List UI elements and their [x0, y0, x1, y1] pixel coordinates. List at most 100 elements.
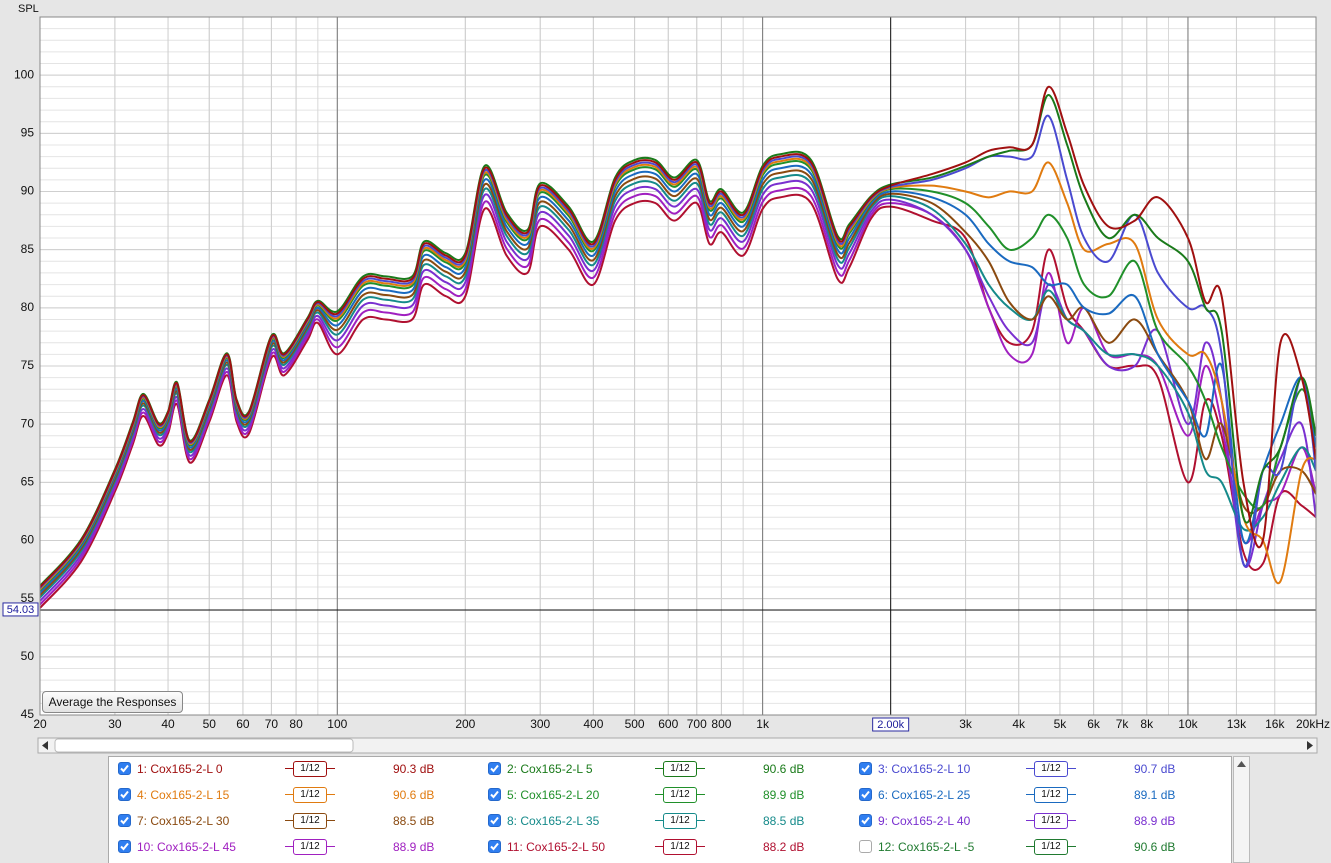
check-mark [120, 816, 129, 825]
smoothing[interactable]: 1/12 [1026, 787, 1076, 803]
smoothing[interactable]: 1/12 [285, 761, 335, 777]
check-mark [120, 764, 129, 773]
series-level: 90.7 dB [1134, 762, 1176, 776]
y-tick-label: 100 [14, 67, 34, 81]
scrollbar[interactable] [37, 737, 1318, 754]
scroll-left[interactable] [42, 741, 48, 750]
x-tick-label: 400 [583, 717, 603, 731]
y-tick-label: 65 [21, 475, 35, 489]
legend: 1: Cox165-2-L 0 1/12 90.3 dB 2: Cox165-2-L … [108, 756, 1232, 863]
series-level: 88.2 dB [763, 840, 805, 854]
checkbox[interactable] [488, 788, 501, 801]
smoothing[interactable]: 1/12 [655, 787, 705, 803]
x-tick-label: 10k [1178, 717, 1198, 731]
x-tick-label: 16k [1265, 717, 1285, 731]
checkbox[interactable] [859, 788, 872, 801]
checkbox[interactable] [488, 762, 501, 775]
series-level: 89.1 dB [1134, 788, 1176, 802]
average-button[interactable]: Average the Responses [42, 691, 183, 713]
scroll-up[interactable] [1234, 757, 1249, 771]
checkbox[interactable] [859, 814, 872, 827]
response-curve [40, 85, 1316, 588]
checkbox[interactable] [488, 814, 501, 827]
smoothing-label: 1/12 [293, 839, 327, 855]
x-tick-label: 100 [327, 717, 347, 731]
smoothing[interactable]: 1/12 [285, 787, 335, 803]
smoothing-label: 1/12 [1034, 839, 1068, 855]
check-mark [120, 790, 129, 799]
y-tick-label: 50 [21, 649, 35, 663]
y-tick-label: 85 [21, 242, 35, 256]
series-name: 1: Cox165-2-L 0 [137, 762, 223, 776]
x-tick-label: 500 [625, 717, 645, 731]
series-name: 12: Cox165-2-L -5 [878, 840, 975, 854]
smoothing-label: 1/12 [663, 787, 697, 803]
checkbox[interactable] [118, 814, 131, 827]
series-level: 90.6 dB [1134, 840, 1176, 854]
cursor-y-label: 54.03 [7, 604, 35, 616]
checkbox[interactable] [859, 762, 872, 775]
scroll-right[interactable] [1307, 741, 1313, 750]
x-tick-label: 7k [1116, 717, 1130, 731]
series-level: 89.9 dB [763, 788, 805, 802]
checkbox[interactable] [118, 762, 131, 775]
cursor-x-box [872, 717, 910, 732]
checkbox[interactable] [859, 840, 872, 853]
series-name: 2: Cox165-2-L 5 [507, 762, 593, 776]
smoothing-label: 1/12 [663, 761, 697, 777]
x-tick-label: 4k [1012, 717, 1026, 731]
series-name: 4: Cox165-2-L 15 [137, 788, 230, 802]
check-mark [120, 842, 129, 851]
smoothing[interactable]: 1/12 [285, 839, 335, 855]
smoothing[interactable]: 1/12 [1026, 761, 1076, 777]
x-tick-label: 50 [203, 717, 217, 731]
x-tick-label: 800 [711, 717, 731, 731]
x-tick-label: 3k [959, 717, 973, 731]
check-mark [861, 764, 870, 773]
chart: SPL 45 50 55 60 65 70 75 80 85 90 95 100 20 30 40 50 60 7… [2, 3, 1330, 754]
smoothing-label: 1/12 [1034, 761, 1068, 777]
smoothing-label: 1/12 [663, 813, 697, 829]
check-mark [490, 816, 499, 825]
check-mark [490, 764, 499, 773]
grid [39, 16, 1317, 716]
y-tick-label: 45 [21, 707, 35, 721]
checkbox[interactable] [118, 788, 131, 801]
smoothing[interactable]: 1/12 [285, 813, 335, 829]
checkbox[interactable] [118, 840, 131, 853]
check-mark [861, 816, 870, 825]
cursor-y-box [2, 602, 39, 617]
x-tick-label: 5k [1054, 717, 1068, 731]
x-tick-label: 600 [658, 717, 678, 731]
checkbox[interactable] [488, 840, 501, 853]
x-tick-label: 20 [33, 717, 47, 731]
smoothing-label: 1/12 [293, 761, 327, 777]
smoothing[interactable]: 1/12 [655, 813, 705, 829]
x-tick-label: 300 [530, 717, 550, 731]
smoothing[interactable]: 1/12 [1026, 839, 1076, 855]
x-tick-label: 20kHz [1296, 717, 1330, 731]
x-tick-label: 13k [1227, 717, 1247, 731]
x-tick-label: 6k [1087, 717, 1101, 731]
y-tick-label: 60 [21, 533, 35, 547]
check-mark [861, 790, 870, 799]
series-name: 7: Cox165-2-L 30 [137, 814, 230, 828]
plot-frame [39, 16, 1317, 716]
y-tick-label: 95 [21, 126, 35, 140]
scroll-thumb[interactable] [54, 738, 354, 753]
y-tick-label: 75 [21, 358, 35, 372]
series-level: 88.5 dB [763, 814, 805, 828]
x-tick-label: 200 [455, 717, 475, 731]
y-tick-label: 90 [21, 184, 35, 198]
smoothing-label: 1/12 [1034, 813, 1068, 829]
check-mark [490, 790, 499, 799]
y-tick-label: 70 [21, 416, 35, 430]
series-level: 88.5 dB [393, 814, 435, 828]
x-tick-label: 1k [756, 717, 770, 731]
legend-scrollbar[interactable] [1233, 756, 1250, 863]
smoothing[interactable]: 1/12 [655, 761, 705, 777]
smoothing[interactable]: 1/12 [1026, 813, 1076, 829]
smoothing[interactable]: 1/12 [655, 839, 705, 855]
series-name: 5: Cox165-2-L 20 [507, 788, 600, 802]
